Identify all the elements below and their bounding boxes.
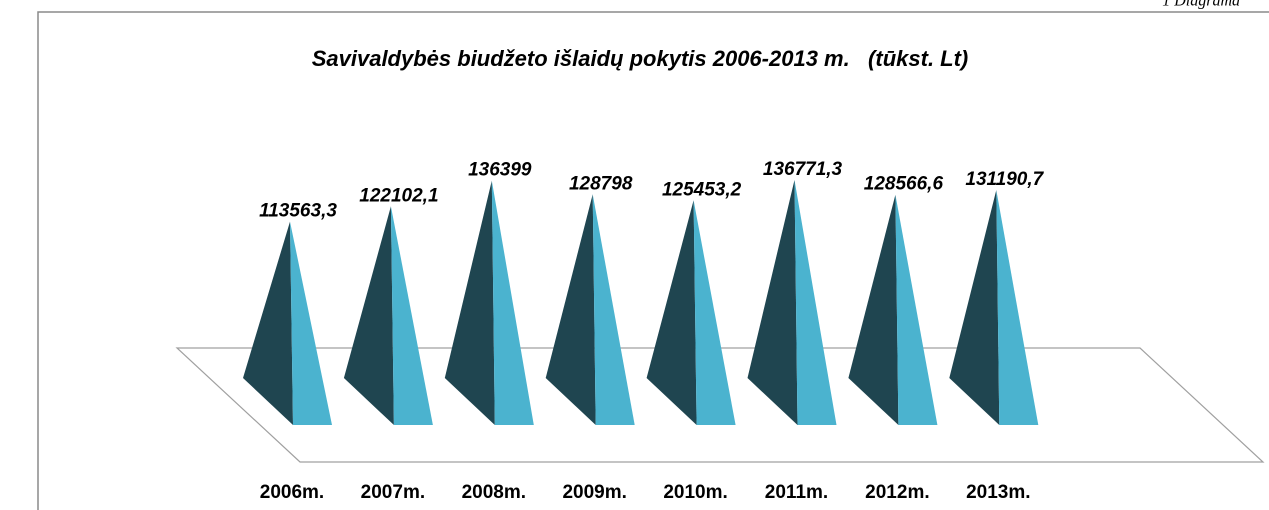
- pyramid-left-face: [646, 200, 697, 425]
- pyramid-left-face: [545, 194, 596, 425]
- x-tick-label: 2008m.: [462, 482, 526, 503]
- value-label: 136399: [468, 160, 532, 181]
- pyramid-left-face: [848, 194, 899, 425]
- value-label: 136771,3: [763, 159, 843, 180]
- value-label: 131190,7: [965, 169, 1044, 190]
- pyramid-right-face: [996, 189, 1039, 425]
- pyramid-left-face: [343, 206, 394, 425]
- x-tick-label: 2007m.: [361, 482, 425, 503]
- value-label: 128798: [569, 173, 633, 194]
- value-label: 125453,2: [662, 179, 742, 200]
- value-label: 113563,3: [259, 201, 337, 222]
- pyramid-right-face: [290, 221, 332, 425]
- pyramid-right-face: [592, 194, 635, 425]
- x-tick-label: 2006m.: [260, 482, 324, 503]
- chart-title: Savivaldybės biudžeto išlaidų pokytis 20…: [312, 46, 969, 71]
- pyramid-right-face: [794, 180, 837, 425]
- pyramid-right-face: [491, 180, 534, 425]
- chart-border: [37, 11, 1269, 510]
- pyramid-left-face: [747, 180, 798, 425]
- x-tick-label: 2010m.: [663, 482, 727, 503]
- pyramid-left-face: [949, 189, 1000, 425]
- value-label: 122102,1: [359, 185, 438, 206]
- pyramid-left-face: [243, 221, 293, 425]
- pyramid-right-face: [390, 206, 433, 425]
- x-tick-label: 2012m.: [865, 482, 929, 503]
- pyramid-right-face: [693, 200, 736, 425]
- x-tick-label: 2011m.: [765, 482, 828, 503]
- pyramid-left-face: [444, 180, 495, 425]
- x-tick-label: 2013m.: [966, 482, 1030, 503]
- caption: 1 Diagrama: [1162, 0, 1240, 10]
- x-tick-label: 2009m.: [562, 482, 626, 503]
- value-label: 128566,6: [864, 174, 944, 195]
- pyramid-right-face: [895, 194, 938, 425]
